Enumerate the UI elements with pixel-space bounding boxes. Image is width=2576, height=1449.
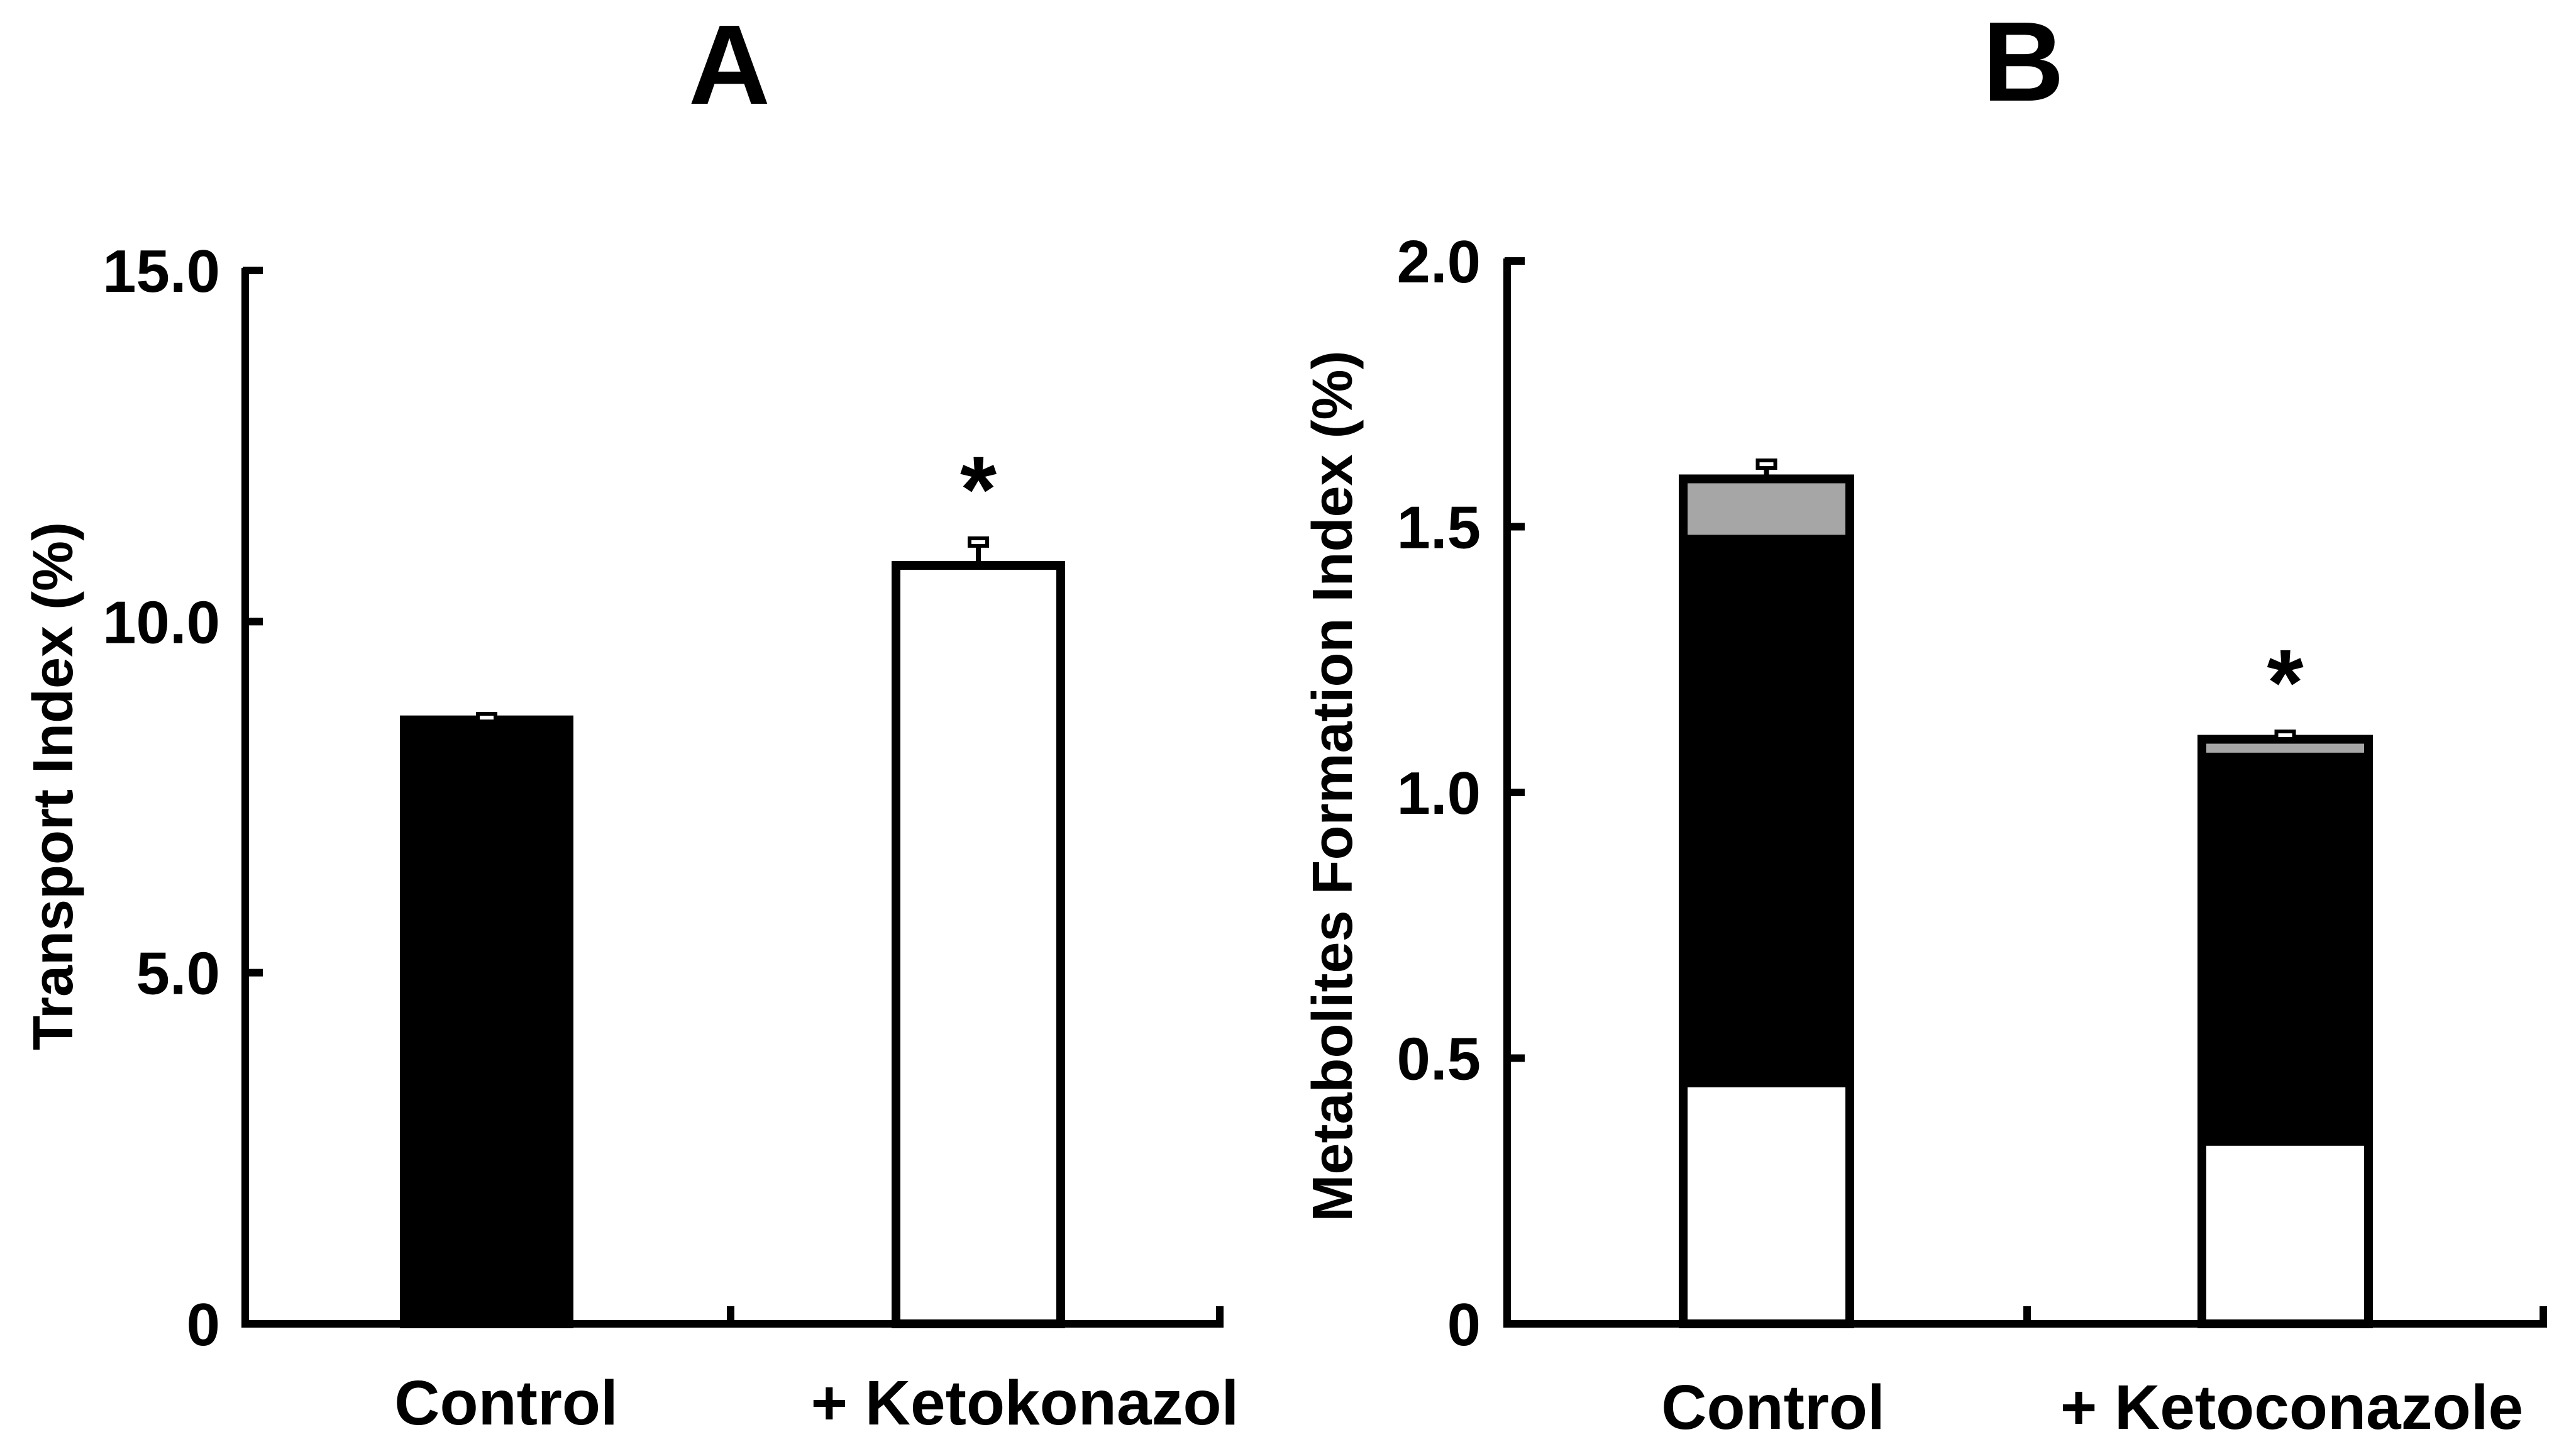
x-category-label: Control <box>1661 1372 1884 1443</box>
x-category-label: + Ketoconazole <box>2060 1372 2523 1443</box>
panel-a-transport-index-chart: A Transport Index (%) 0 5.0 10.0 15.0 Control +… <box>22 2 1239 1438</box>
y-tick-label: 0 <box>1447 1291 1481 1358</box>
error-bar-cap <box>2274 730 2296 741</box>
bar-segment <box>1681 1082 1852 1326</box>
bar-segment <box>1681 476 1852 540</box>
panel-b-metabolites-formation-chart: B Metabolites Formation Index (%) 0 0.5 1.0 1… <box>1302 0 2547 1443</box>
y-tick-label: 2.0 <box>1397 228 1481 296</box>
error-bar-cap <box>1755 458 1777 470</box>
bar-segment <box>2199 752 2371 1146</box>
y-tick-label: 15.0 <box>102 238 220 305</box>
x-category-label: + Ketokonazol <box>811 1368 1239 1438</box>
y-tick-label: 1.5 <box>1397 494 1481 562</box>
panel-title: B <box>1982 0 2064 125</box>
y-tick-label: 10.0 <box>102 589 220 656</box>
bar-segment <box>2199 1140 2371 1326</box>
significance-asterisk: * <box>2267 630 2304 735</box>
y-tick-label: 5.0 <box>136 940 220 1008</box>
panel-title: A <box>688 2 770 128</box>
bar-segment <box>1681 535 1852 1087</box>
error-bar-cap <box>968 536 989 548</box>
y-tick-label: 0 <box>187 1291 220 1358</box>
bar <box>400 715 573 1328</box>
x-category-label: Control <box>394 1368 617 1438</box>
y-axis-title: Transport Index (%) <box>22 522 85 1050</box>
y-tick-label: 1.0 <box>1397 760 1481 827</box>
y-tick-label: 0.5 <box>1397 1026 1481 1093</box>
significance-asterisk: * <box>960 436 997 542</box>
error-bar-cap <box>476 712 497 724</box>
y-axis-title: Metabolites Formation Index (%) <box>1302 350 1364 1221</box>
bar <box>892 561 1065 1328</box>
